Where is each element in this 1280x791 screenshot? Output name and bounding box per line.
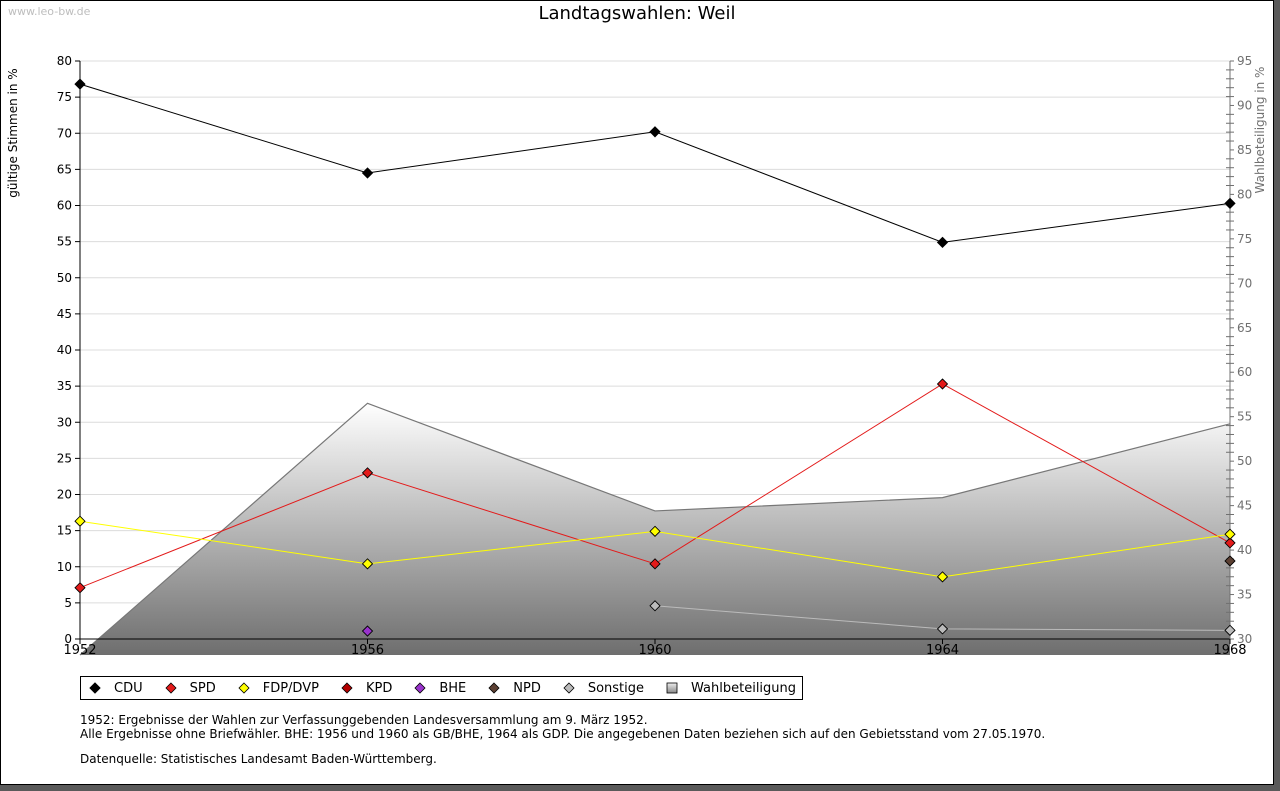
y-tick-label-right: 60 <box>1237 365 1252 379</box>
legend-label: SPD <box>189 680 216 696</box>
y-tick-label-left: 35 <box>57 379 72 393</box>
y-tick-label-left: 25 <box>57 451 72 465</box>
legend-label: Wahlbeteiligung <box>691 680 797 696</box>
footnotes: 1952: Ergebnisse der Wahlen zur Verfassu… <box>80 713 1045 741</box>
y-tick-label-left: 70 <box>57 126 72 140</box>
diamond-icon <box>341 682 353 694</box>
legend-label: BHE <box>439 680 467 696</box>
y-tick-label-left: 10 <box>57 560 72 574</box>
legend-item-bhe: BHE <box>414 681 466 696</box>
y-tick-label-right: 85 <box>1237 143 1252 157</box>
data-point-fdpdvp <box>74 515 86 527</box>
legend-item-npd: NPD <box>488 681 541 696</box>
y-tick-label-left: 15 <box>57 524 72 538</box>
diamond-icon <box>563 682 575 694</box>
footnote-1952: 1952: Ergebnisse der Wahlen zur Verfassu… <box>80 713 648 727</box>
data-point-sonstige <box>936 623 949 635</box>
diamond-icon <box>89 682 101 694</box>
y-tick-label-left: 20 <box>57 488 72 502</box>
legend-item-fdp: FDP/DVP <box>238 681 319 696</box>
legend-label: CDU <box>114 680 143 696</box>
data-point-sonstige <box>649 600 661 612</box>
legend-label: FDP/DVP <box>262 680 319 696</box>
diamond-icon <box>165 682 177 694</box>
data-point-fdpdvp <box>649 525 661 537</box>
y-tick-label-right: 30 <box>1237 632 1252 646</box>
y-tick-label-right: 35 <box>1237 588 1252 602</box>
legend-label: KPD <box>365 680 393 696</box>
y-tick-label-right: 40 <box>1237 543 1252 557</box>
series-markers <box>74 78 1236 637</box>
diamond-icon <box>488 682 500 694</box>
legend-item-wahlbeteiligung: Wahlbeteiligung <box>666 681 796 696</box>
x-tick-label: 1964 <box>926 643 959 658</box>
data-point-fdpdvp <box>361 558 374 570</box>
data-point-fdpdvp <box>936 571 949 583</box>
data-point-spd <box>649 558 661 570</box>
diamond-icon <box>238 682 250 694</box>
axes: 0 5 10 15 20 25 30 35 40 45 50 55 60 65 70 75 80 30 35 40 45… <box>57 54 1253 658</box>
y-tick-label-left: 5 <box>64 596 72 610</box>
watermark: www.leo-bw.de <box>8 5 91 18</box>
data-point-spd <box>1224 537 1236 549</box>
y-tick-label-left: 65 <box>57 162 72 176</box>
data-point-fdpdvp <box>1224 528 1236 540</box>
series-line-cdu <box>79 83 1231 243</box>
y-tick-label-right: 90 <box>1237 98 1252 112</box>
data-point-cdu <box>74 78 86 90</box>
x-tick-label: 1968 <box>1213 643 1246 658</box>
legend-item-cdu: CDU <box>89 681 143 696</box>
legend-label: Sonstige <box>587 680 645 696</box>
y-tick-label-right: 55 <box>1237 410 1252 424</box>
y-tick-label-left: 30 <box>57 415 72 429</box>
data-point-bhe <box>361 625 374 637</box>
data-point-spd <box>936 378 949 390</box>
data-point-cdu <box>649 126 661 138</box>
legend-label: NPD <box>513 680 541 696</box>
data-point-spd <box>361 467 374 479</box>
y-tick-label-left: 60 <box>57 199 72 213</box>
y-tick-label-right: 50 <box>1237 454 1252 468</box>
data-source: Datenquelle: Statistisches Landesamt Bad… <box>80 752 437 766</box>
legend-item-spd: SPD <box>165 681 216 696</box>
y-tick-label-left: 45 <box>57 307 72 321</box>
legend: CDU SPD FDP/DVP KPD BHE NPD Sonstige Wah… <box>80 676 804 700</box>
y-tick-label-right: 70 <box>1237 276 1252 290</box>
x-tick-label: 1960 <box>638 643 671 658</box>
chart-title: Landtagswahlen: Weil <box>538 3 736 24</box>
x-tick-label: 1952 <box>63 643 96 658</box>
y-tick-label-right: 75 <box>1237 232 1252 246</box>
legend-item-sonstige: Sonstige <box>563 681 644 696</box>
legend-item-kpd: KPD <box>341 681 392 696</box>
y-tick-label-right: 45 <box>1237 499 1252 513</box>
square-icon <box>666 682 678 694</box>
y-tick-label-right: 80 <box>1237 187 1252 201</box>
y-tick-label-left: 40 <box>57 343 72 357</box>
data-point-spd <box>74 582 86 594</box>
data-point-cdu <box>1224 197 1236 209</box>
y-tick-label-left: 80 <box>57 54 72 68</box>
footnote-briefwaehler: Alle Ergebnisse ohne Briefwähler. BHE: 1… <box>80 727 1046 741</box>
data-point-cdu <box>361 167 374 179</box>
y-axis-label-right: Wahlbeteiligung in % <box>1253 67 1267 194</box>
data-point-cdu <box>936 236 949 248</box>
y-tick-label-left: 75 <box>57 90 72 104</box>
data-point-npd <box>1224 555 1236 567</box>
y-tick-label-left: 55 <box>57 235 72 249</box>
y-tick-label-right: 95 <box>1237 54 1252 68</box>
x-tick-label: 1956 <box>351 643 384 658</box>
diamond-icon <box>414 682 426 694</box>
y-tick-label-left: 0 <box>64 632 72 646</box>
data-point-sonstige <box>1224 624 1236 636</box>
y-tick-label-right: 65 <box>1237 321 1252 335</box>
wahlbeteiligung-line <box>79 402 1231 656</box>
y-axis-label-left: gültige Stimmen in % <box>6 68 20 197</box>
y-tick-label-left: 50 <box>57 271 72 285</box>
